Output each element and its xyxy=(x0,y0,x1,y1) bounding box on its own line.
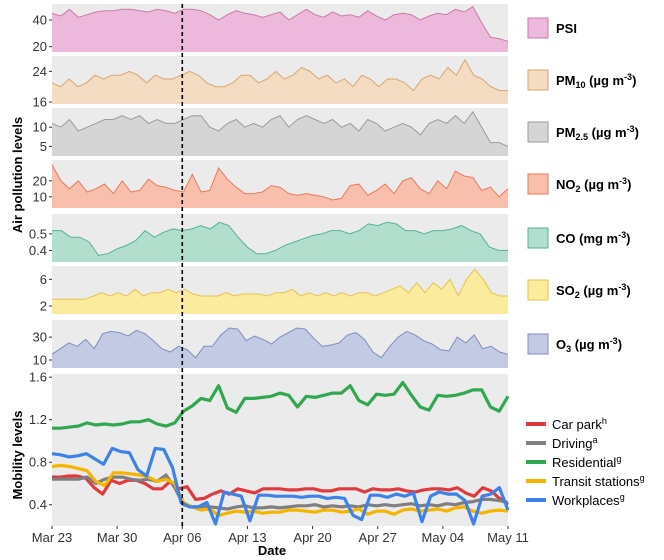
legend-swatch xyxy=(527,227,549,249)
legend-label: Workplacesg xyxy=(552,492,625,508)
y-tick-label: 1.2 xyxy=(29,412,47,427)
line-o3 xyxy=(51,327,509,359)
y-tick-label: 20 xyxy=(33,39,47,54)
x-tick-label: Apr 06 xyxy=(163,530,201,545)
y-tick-label: 10 xyxy=(33,189,47,204)
panel-co: 0.40.5 xyxy=(29,214,508,262)
panel-o3: 10 30 xyxy=(33,320,509,368)
area-o3 xyxy=(52,328,508,368)
x-axis-title: Date xyxy=(258,543,286,558)
legend-label: Car parkh xyxy=(552,416,607,432)
x-tick-label: May 04 xyxy=(422,530,465,545)
line-pm10 xyxy=(51,58,508,92)
y-axis-title-mobility: Mobility levels xyxy=(10,411,25,500)
line-so2 xyxy=(52,268,508,300)
legend-swatch xyxy=(527,333,549,355)
series-car-park xyxy=(52,474,509,506)
legend-label: O3 (µg m-3) xyxy=(556,336,622,354)
x-tick-label: Apr 20 xyxy=(293,530,331,545)
legend-label: CO (mg m-3) xyxy=(556,230,630,246)
series-workplaces xyxy=(51,446,510,526)
y-tick-label: 30 xyxy=(33,330,47,345)
y-tick-label: 20 xyxy=(33,173,47,188)
area-pm10 xyxy=(52,59,508,104)
x-tick-label: Mar 30 xyxy=(97,530,137,545)
y-tick-label: 10 xyxy=(33,120,47,135)
y-tick-label: 16 xyxy=(33,95,47,110)
legend-label: SO2 (µg m-3) xyxy=(556,282,631,300)
x-tick-label: Apr 27 xyxy=(359,530,397,545)
area-so2 xyxy=(52,269,508,314)
legend-swatch xyxy=(527,17,549,39)
series-transit-stations xyxy=(51,463,509,517)
y-tick-label: 40 xyxy=(33,13,47,28)
y-tick-label: 0.8 xyxy=(29,455,47,470)
area-psi xyxy=(52,6,508,52)
y-tick-label: 10 xyxy=(33,353,47,368)
y-tick-label: 6 xyxy=(40,272,47,287)
legend-label: PM10 (µg m-3) xyxy=(556,72,636,90)
mobility-panel: 0.4 0.8 1.2 1.6 xyxy=(29,370,510,526)
y-tick-label: 0.5 xyxy=(29,226,47,241)
legend-label: Drivinga xyxy=(552,435,597,451)
legend-swatch xyxy=(527,279,549,301)
line-co xyxy=(52,221,508,256)
x-tick-label: May 11 xyxy=(487,530,529,545)
y-tick-label: 2 xyxy=(40,299,47,314)
y-tick-label: 0.4 xyxy=(29,243,47,258)
legend-label: PM2.5 (µg m-3) xyxy=(556,124,639,142)
legend-swatch xyxy=(527,121,549,143)
legend-swatch xyxy=(527,173,549,195)
x-axis: Mar 23 Mar 30 Apr 06 Apr 13 Apr 20 Apr 27 May … xyxy=(32,526,529,545)
legend: PSI PM10 (µg m-3) PM2.5 (µg m-3) NO2 (µg m-… xyxy=(526,17,645,508)
panel-so2: 26 xyxy=(40,266,508,314)
line-psi xyxy=(51,6,509,42)
series-driving xyxy=(52,473,509,511)
series-residential xyxy=(52,380,510,430)
area-pm25 xyxy=(52,111,508,156)
x-tick-label: Apr 13 xyxy=(228,530,266,545)
panel-pm25: 510 xyxy=(33,108,509,156)
x-tick-label: Mar 23 xyxy=(32,530,72,545)
y-tick-label: 5 xyxy=(40,139,47,154)
legend-label: Residentialg xyxy=(552,454,621,470)
legend-label: NO2 (µg m-3) xyxy=(556,176,631,194)
line-no2 xyxy=(51,164,509,201)
y-tick-label: 24 xyxy=(33,64,47,79)
y-tick-label: 0.4 xyxy=(29,497,47,512)
legend-label: Transit stationsg xyxy=(552,473,645,489)
y-axis-title-air-pollution: Air pollution levels xyxy=(10,117,25,233)
legend-label: PSI xyxy=(556,21,577,36)
area-co xyxy=(52,222,508,262)
area-no2 xyxy=(52,164,508,208)
mobility-background xyxy=(52,374,508,526)
y-tick-label: 1.6 xyxy=(29,370,47,385)
line-pm25 xyxy=(51,110,509,147)
legend-swatch xyxy=(527,69,549,91)
